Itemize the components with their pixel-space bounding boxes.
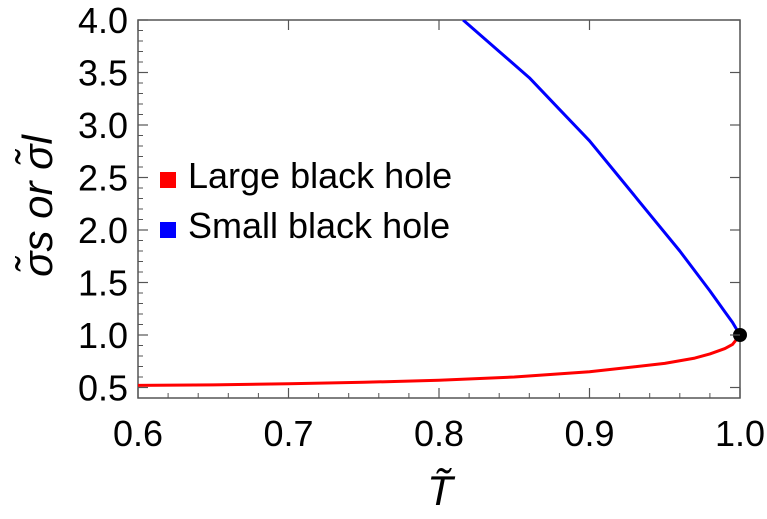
curves [138, 20, 747, 387]
legend-swatch [160, 222, 176, 238]
legend-swatch [160, 172, 176, 188]
x-axis-label: T̃ [427, 467, 456, 514]
y-tick-label: 0.5 [78, 368, 128, 409]
y-tick-label: 1.0 [78, 315, 128, 356]
x-tick-label: 0.7 [263, 413, 313, 454]
y-tick-label: 3.0 [78, 105, 128, 146]
ticks: 0.6 0.7 0.8 0.9 1.0 0.5 1.0 1.5 2.0 2.5 3.0 3.5 4.0 [78, 0, 765, 454]
y-tick-label: 2.5 [78, 158, 128, 199]
x-tick-label: 0.9 [564, 413, 614, 454]
x-tick-label: 0.6 [113, 413, 163, 454]
y-tick-label: 3.5 [78, 53, 128, 94]
legend-label: Small black hole [188, 205, 450, 246]
y-axis-label: σ̃s or σ̃l [14, 133, 61, 276]
x-tick-label: 0.8 [414, 413, 464, 454]
series-line-small-black-hole [462, 20, 740, 336]
y-tick-label: 2.0 [78, 210, 128, 251]
y-tick-label: 1.5 [78, 263, 128, 304]
legend-label: Large black hole [188, 155, 452, 196]
series-line-large-black-hole [138, 334, 740, 387]
y-tick-label: 4.0 [78, 0, 128, 41]
legend: Large black hole Small black hole [160, 155, 452, 246]
x-tick-label: 1.0 [715, 413, 765, 454]
